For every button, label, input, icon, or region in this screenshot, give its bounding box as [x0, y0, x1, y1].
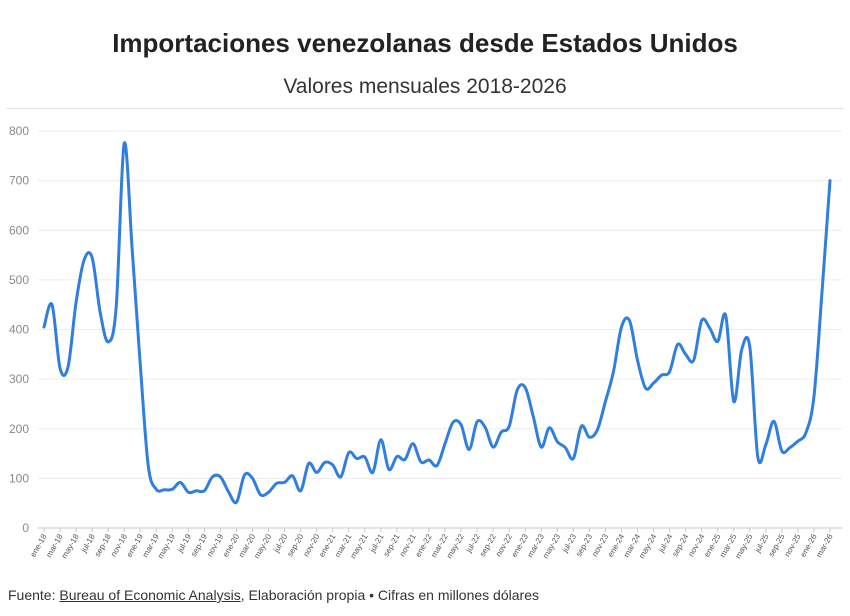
chart-title: Importaciones venezolanas desde Estados … — [112, 28, 738, 58]
y-tick-label: 600 — [9, 223, 29, 237]
footer-suffix: , Elaboración propia • Cifras en millone… — [240, 587, 539, 603]
y-tick-label: 500 — [9, 273, 29, 287]
y-tick-label: 0 — [22, 521, 29, 535]
source-link[interactable]: Bureau of Economic Analysis — [59, 587, 241, 603]
series-line-group — [42, 141, 832, 505]
line-chart: 0 100 200 300 400 500 600 700 800 ene-18mar-18ma… — [9, 124, 842, 560]
footer-source: Fuente: Bureau of Economic Analysis, Ela… — [8, 587, 539, 603]
y-tick-label: 800 — [9, 124, 29, 138]
series-line — [42, 141, 832, 505]
y-tick-label: 700 — [9, 174, 29, 188]
gridlines — [38, 130, 842, 529]
x-tick-label: mar-26 — [814, 532, 835, 559]
header-divider — [6, 108, 844, 109]
x-axis-ticks: ene-18mar-18may-18jul-18sep-18nov-18ene-… — [28, 528, 835, 560]
y-tick-label: 100 — [9, 471, 29, 485]
chart-subtitle: Valores mensuales 2018-2026 — [283, 75, 567, 98]
y-tick-label: 300 — [9, 372, 29, 386]
y-axis-ticks: 0 100 200 300 400 500 600 700 800 — [9, 124, 29, 535]
y-tick-label: 400 — [9, 323, 29, 337]
y-tick-label: 200 — [9, 422, 29, 436]
footer-prefix: Fuente: — [8, 587, 60, 603]
